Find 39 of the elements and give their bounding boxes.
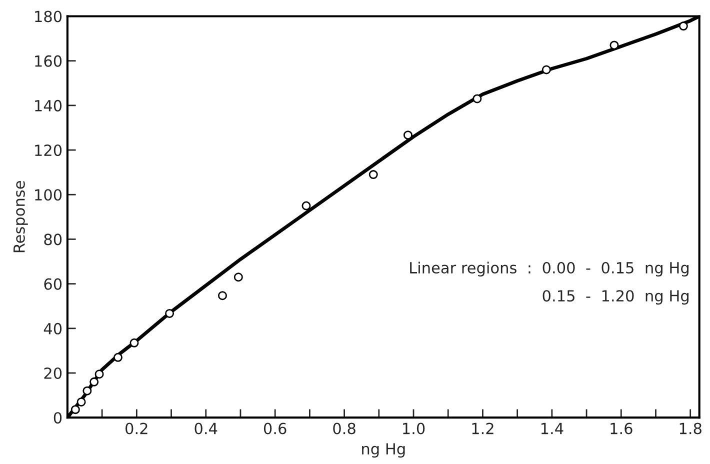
y-tick-label: 140 bbox=[35, 100, 62, 112]
point bbox=[542, 65, 551, 74]
y-tick-label: 180 bbox=[35, 10, 62, 22]
point bbox=[368, 170, 378, 180]
x-tick-label: 1.2 bbox=[472, 422, 494, 434]
point bbox=[302, 201, 311, 210]
point bbox=[165, 308, 174, 318]
x-tick-label: 0.2 bbox=[126, 422, 148, 434]
point bbox=[403, 130, 412, 140]
y-tick-label: 20 bbox=[44, 367, 62, 380]
point bbox=[678, 22, 688, 31]
x-tick-label: 0.8 bbox=[333, 422, 356, 434]
x-tick-label: 0.6 bbox=[264, 422, 286, 434]
x-tick-label: 1.8 bbox=[680, 422, 702, 434]
y-tick-label: 160 bbox=[35, 55, 62, 67]
annotation: Linear regions : 0.00 - 0.15 ng Hg bbox=[410, 262, 688, 276]
annotation: 0.15 - 1.20 ng Hg bbox=[542, 290, 688, 305]
x-tick-label: 1.6 bbox=[610, 422, 632, 434]
point bbox=[76, 397, 86, 406]
point bbox=[113, 352, 122, 362]
x-tick-label: 0.4 bbox=[194, 422, 218, 434]
y-tick-label: 120 bbox=[35, 144, 62, 156]
point bbox=[472, 94, 482, 104]
point bbox=[130, 338, 139, 348]
point bbox=[82, 386, 92, 396]
point bbox=[94, 370, 104, 379]
y-tick-label: 0 bbox=[54, 412, 62, 424]
x-tick-label: 1.4 bbox=[541, 422, 564, 434]
point bbox=[70, 405, 80, 414]
y-tick-label: 80 bbox=[44, 234, 62, 246]
y-axis-title: Response bbox=[14, 181, 28, 252]
y-tick-label: 60 bbox=[44, 278, 62, 290]
point bbox=[90, 377, 99, 386]
x-axis-title: ng Hg bbox=[362, 443, 405, 458]
x-tick-label: 1.0 bbox=[403, 422, 425, 434]
y-tick-label: 100 bbox=[35, 189, 62, 201]
point bbox=[218, 291, 227, 300]
point bbox=[234, 272, 243, 282]
y-tick-label: 40 bbox=[44, 322, 62, 334]
